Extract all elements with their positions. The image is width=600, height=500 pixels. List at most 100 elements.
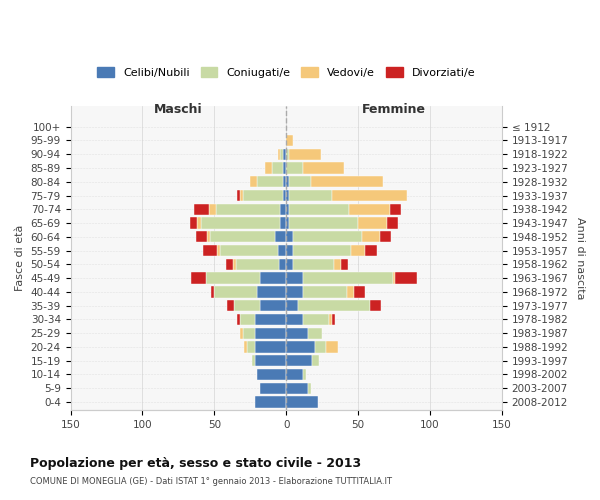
Bar [380,231,391,242]
Bar [191,272,206,284]
Bar [190,218,197,228]
Bar [236,258,279,270]
Bar [202,218,280,228]
Y-axis label: Anni di nascita: Anni di nascita [575,217,585,300]
Bar [275,231,286,242]
Bar [286,162,304,173]
Bar [250,176,257,188]
Bar [206,272,260,284]
Bar [286,382,308,394]
Bar [210,231,275,242]
Bar [244,342,247,352]
Bar [240,328,243,339]
Bar [196,231,207,242]
Bar [286,218,289,228]
Bar [311,176,383,188]
Bar [286,245,293,256]
Bar [257,176,283,188]
Bar [286,396,318,407]
Bar [280,218,286,228]
Bar [203,245,217,256]
Bar [238,314,240,325]
Bar [260,272,286,284]
Bar [304,162,344,173]
Bar [286,231,293,242]
Bar [254,355,286,366]
Bar [334,258,341,270]
Bar [254,314,286,325]
Bar [347,286,354,298]
Bar [351,245,365,256]
Bar [289,218,358,228]
Legend: Celibi/Nubili, Coniugati/e, Vedovi/e, Divorziati/e: Celibi/Nubili, Coniugati/e, Vedovi/e, Di… [93,63,479,82]
Bar [362,231,380,242]
Bar [216,204,280,215]
Bar [197,218,202,228]
Bar [289,204,349,215]
Bar [233,258,236,270]
Bar [286,190,289,201]
Bar [293,231,362,242]
Bar [235,300,260,312]
Bar [390,204,401,215]
Bar [286,355,312,366]
Bar [286,258,293,270]
Bar [286,176,289,188]
Text: Femmine: Femmine [362,102,426,116]
Bar [226,258,233,270]
Bar [227,300,235,312]
Bar [214,286,257,298]
Bar [289,190,332,201]
Bar [280,148,283,160]
Bar [304,314,329,325]
Bar [312,355,319,366]
Bar [387,218,398,228]
Bar [207,231,210,242]
Text: COMUNE DI MONEGLIA (GE) - Dati ISTAT 1° gennaio 2013 - Elaborazione TUTTITALIA.I: COMUNE DI MONEGLIA (GE) - Dati ISTAT 1° … [30,478,392,486]
Bar [308,328,322,339]
Bar [220,245,278,256]
Bar [304,272,392,284]
Bar [286,204,289,215]
Bar [304,369,307,380]
Bar [341,258,348,270]
Bar [238,190,240,201]
Bar [283,190,286,201]
Bar [272,162,283,173]
Bar [217,245,220,256]
Bar [332,314,335,325]
Bar [278,245,286,256]
Bar [289,148,321,160]
Bar [260,300,286,312]
Bar [365,245,377,256]
Bar [194,204,209,215]
Bar [286,148,289,160]
Bar [289,176,311,188]
Bar [286,272,304,284]
Bar [286,369,304,380]
Bar [332,190,407,201]
Bar [304,286,347,298]
Bar [286,314,304,325]
Bar [315,342,326,352]
Bar [354,286,365,298]
Bar [260,382,286,394]
Bar [265,162,272,173]
Bar [254,342,286,352]
Bar [257,286,286,298]
Bar [293,245,351,256]
Bar [329,314,332,325]
Bar [283,162,286,173]
Bar [308,382,311,394]
Bar [298,300,370,312]
Bar [209,204,216,215]
Bar [254,328,286,339]
Bar [286,328,308,339]
Bar [280,204,286,215]
Bar [278,148,280,160]
Bar [257,369,286,380]
Bar [286,286,304,298]
Bar [286,342,315,352]
Bar [283,148,286,160]
Bar [326,342,338,352]
